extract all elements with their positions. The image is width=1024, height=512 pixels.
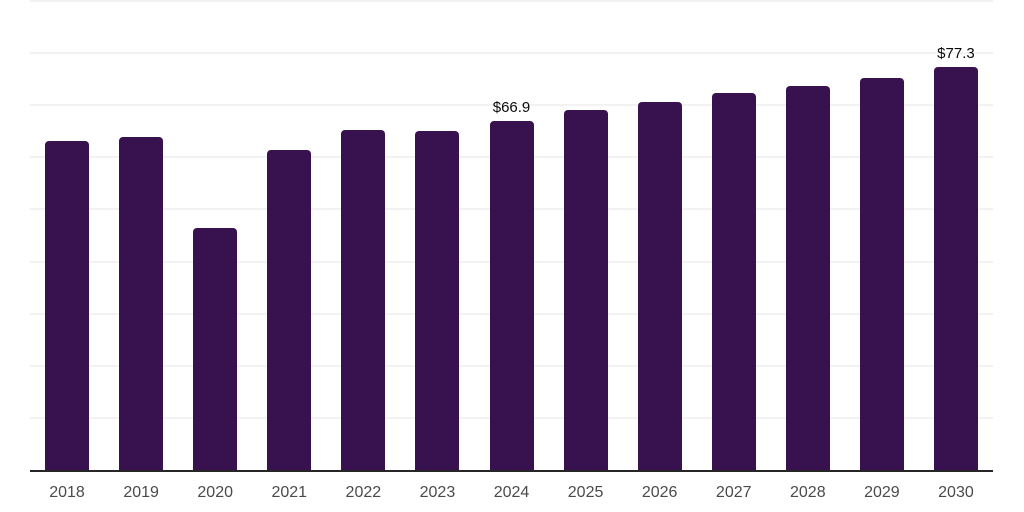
bar-2028[interactable] xyxy=(785,85,830,470)
bar-2019[interactable] xyxy=(119,136,164,470)
plot-area: $66.9 $77.3 xyxy=(30,0,993,470)
x-tick-2022: 2022 xyxy=(345,484,382,501)
x-tick-2019: 2019 xyxy=(123,484,159,501)
bar-2024[interactable] xyxy=(489,121,534,470)
bar-2021[interactable] xyxy=(267,149,312,470)
x-tick-2027: 2027 xyxy=(715,484,752,501)
bar-value-label-2024: $66.9 xyxy=(492,99,531,117)
bar-2026[interactable] xyxy=(637,102,682,470)
x-tick-2018: 2018 xyxy=(49,484,85,501)
x-tick-2023: 2023 xyxy=(419,484,456,501)
x-tick-2025: 2025 xyxy=(567,484,604,501)
bar-2022[interactable] xyxy=(341,129,386,470)
gridline xyxy=(30,0,993,2)
bar-2030[interactable] xyxy=(933,67,978,470)
bar-2023[interactable] xyxy=(415,131,460,470)
gridline xyxy=(30,104,993,107)
x-tick-2024: 2024 xyxy=(493,484,530,501)
x-tick-2028: 2028 xyxy=(790,484,826,501)
x-tick-2026: 2026 xyxy=(641,484,678,501)
bar-2020[interactable] xyxy=(193,228,238,470)
bar-2018[interactable] xyxy=(45,140,90,470)
bar-value-label-2030: $77.3 xyxy=(937,45,975,63)
x-tick-2030: 2030 xyxy=(938,484,974,501)
x-tick-2020: 2020 xyxy=(197,484,233,501)
bar-2027[interactable] xyxy=(711,92,756,470)
bar-2029[interactable] xyxy=(859,78,904,470)
x-axis-labels: 2018 2019 2020 2021 2022 2023 2024 2025 2026 2027… xyxy=(30,485,993,505)
x-tick-2029: 2029 xyxy=(864,484,900,501)
bar-2025[interactable] xyxy=(563,109,608,470)
x-axis-line xyxy=(30,470,993,472)
gridline xyxy=(30,52,993,55)
x-tick-2021: 2021 xyxy=(271,484,308,501)
